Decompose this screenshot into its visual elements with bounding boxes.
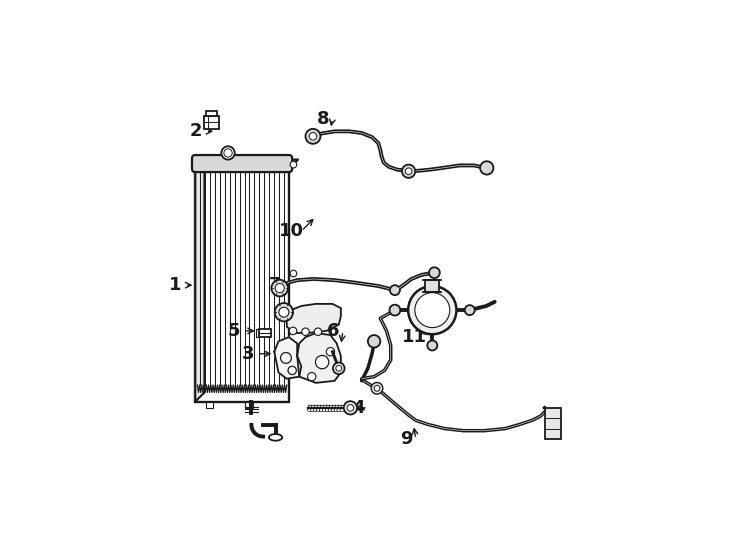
Bar [259,329,271,337]
Circle shape [465,305,475,315]
Circle shape [289,327,297,335]
Circle shape [415,293,450,328]
Bar [245,402,252,408]
Circle shape [302,328,309,335]
Bar [206,402,213,408]
FancyBboxPatch shape [192,155,292,172]
Circle shape [308,373,316,381]
Polygon shape [287,304,341,333]
Circle shape [402,165,415,178]
Circle shape [390,305,400,315]
Circle shape [408,286,457,334]
Circle shape [275,284,284,293]
Circle shape [316,355,329,369]
Circle shape [344,401,357,415]
Circle shape [327,348,335,356]
Text: 7: 7 [269,276,281,294]
Circle shape [280,353,291,363]
Bar [203,116,219,129]
Circle shape [429,267,440,278]
Circle shape [374,386,380,391]
Circle shape [427,341,437,350]
Circle shape [314,328,321,335]
Circle shape [390,305,400,315]
Polygon shape [195,160,205,402]
Text: 5: 5 [228,322,240,340]
Circle shape [275,303,293,321]
Circle shape [279,307,289,317]
Circle shape [368,335,380,348]
Text: 6: 6 [327,322,340,340]
Text: 1: 1 [169,276,181,294]
Circle shape [480,161,493,174]
Text: 9: 9 [400,430,413,448]
Text: 2: 2 [190,123,203,140]
Circle shape [290,270,297,277]
Text: 4: 4 [352,399,365,417]
Circle shape [288,366,297,375]
Bar [425,280,440,292]
Polygon shape [195,160,298,168]
Circle shape [290,161,297,168]
Bar [206,111,217,116]
Circle shape [347,404,354,411]
Text: 8: 8 [316,110,330,128]
Circle shape [390,285,400,295]
Text: 10: 10 [279,222,305,240]
Circle shape [305,129,321,144]
Circle shape [222,146,235,160]
Circle shape [224,149,232,157]
Polygon shape [297,333,341,383]
Circle shape [371,382,383,394]
Circle shape [272,280,288,296]
Circle shape [336,366,341,371]
Text: 3: 3 [242,345,255,363]
Text: 11: 11 [402,328,427,346]
Polygon shape [195,168,289,402]
Circle shape [309,133,316,140]
Circle shape [333,362,344,374]
Polygon shape [275,337,302,379]
Circle shape [405,168,412,174]
Ellipse shape [269,434,282,441]
Bar [545,408,562,439]
